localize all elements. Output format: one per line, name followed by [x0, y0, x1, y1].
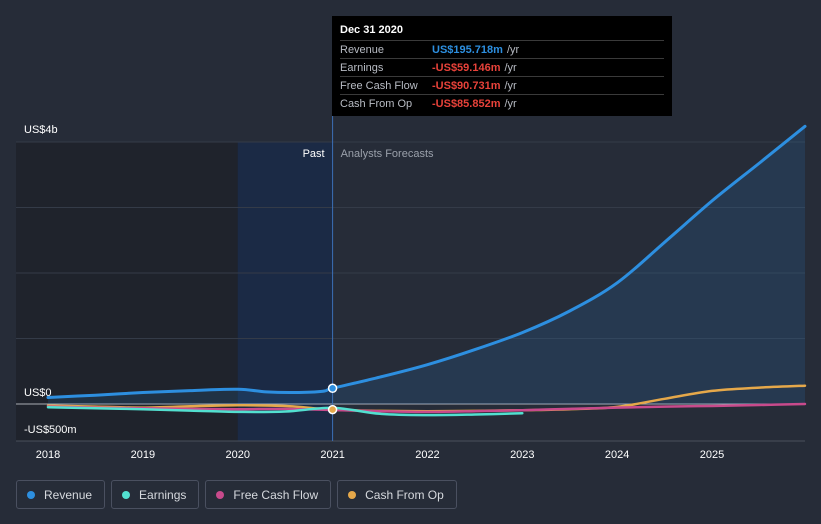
tooltip-unit: /yr — [506, 43, 520, 56]
grid — [16, 141, 805, 442]
tooltip-label: Revenue — [340, 43, 385, 56]
tooltip-label: Cash From Op — [340, 97, 413, 110]
tooltip-row-earnings: Earnings -US$59.146m /yr — [340, 58, 664, 76]
x-tick-label: 2024 — [605, 449, 629, 461]
legend-dot-icon — [122, 490, 131, 499]
tooltip-value: -US$85.852m — [432, 97, 501, 110]
hover-markers — [327, 383, 338, 415]
x-tick-label: 2022 — [415, 449, 439, 461]
forecast-label: Analysts Forecasts — [341, 148, 434, 160]
tooltip-unit: /yr — [504, 97, 517, 110]
legend-dot-icon — [216, 490, 225, 499]
x-tick-label: 2018 — [36, 449, 60, 461]
tooltip-value: -US$59.146m — [432, 61, 501, 74]
legend-item-free-cash-flow[interactable]: Free Cash Flow — [205, 480, 332, 509]
series-line-revenue — [46, 124, 807, 399]
tooltip-unit: /yr — [504, 61, 517, 74]
y-top-label: US$4b — [24, 124, 58, 136]
marker-revenue — [327, 383, 338, 394]
legend-label: Earnings — [139, 487, 187, 502]
tooltip-row-free-cash-flow: Free Cash Flow -US$90.731m /yr — [340, 76, 664, 94]
legend-label: Cash From Op — [365, 487, 444, 502]
x-tick-label: 2023 — [510, 449, 534, 461]
x-axis-ticks: 2018 2019 2020 2021 2022 2023 2024 2025 — [36, 449, 725, 461]
tooltip-row-revenue: Revenue US$195.718m /yr — [340, 40, 664, 58]
tooltip-label: Earnings — [340, 61, 384, 74]
legend-label: Revenue — [44, 487, 93, 502]
x-tick-label: 2019 — [131, 449, 155, 461]
past-label: Past — [303, 148, 325, 160]
x-tick-label: 2021 — [320, 449, 344, 461]
tooltip-date: Dec 31 2020 — [340, 24, 403, 36]
tooltip-label: Free Cash Flow — [340, 79, 418, 92]
y-bottom-label: -US$500m — [24, 424, 77, 436]
tooltip: Dec 31 2020 Revenue US$195.718m /yr Earn… — [332, 16, 672, 116]
legend-item-revenue[interactable]: Revenue — [16, 480, 106, 509]
marker-cash-from-op — [327, 404, 338, 415]
revenue-area — [48, 126, 805, 405]
series-line-earnings — [46, 406, 524, 417]
legend-dot-icon — [348, 490, 357, 499]
x-tick-label: 2020 — [225, 449, 249, 461]
legend-item-cash-from-op[interactable]: Cash From Op — [337, 480, 457, 509]
tooltip-unit: /yr — [504, 79, 517, 92]
tooltip-value: US$195.718m — [432, 43, 503, 56]
tooltip-value: -US$90.731m — [432, 79, 501, 92]
tooltip-row-cash-from-op: Cash From Op -US$85.852m /yr — [340, 94, 664, 112]
legend-dot-icon — [27, 490, 35, 499]
series-line-free-cash-flow — [46, 402, 807, 414]
legend-item-earnings[interactable]: Earnings — [111, 480, 200, 509]
legend-label: Free Cash Flow — [233, 487, 319, 502]
y-zero-label: US$0 — [24, 387, 52, 399]
series-lines — [46, 124, 807, 417]
x-tick-label: 2025 — [700, 449, 724, 461]
legend: Revenue Earnings Free Cash Flow Cash Fro… — [16, 480, 457, 510]
